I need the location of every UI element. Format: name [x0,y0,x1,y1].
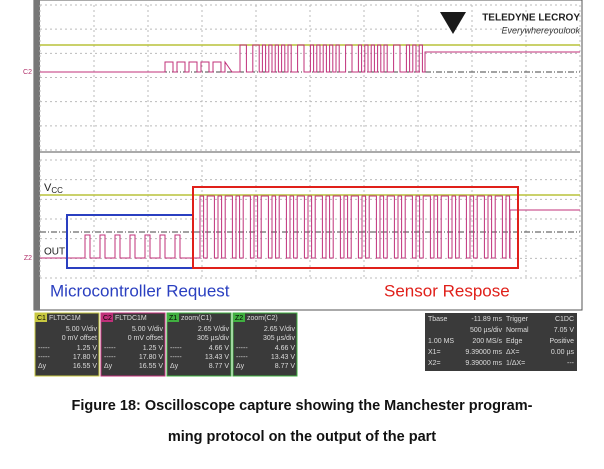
logo-brand: TELEDYNE LECROY [482,13,580,24]
caption-line: ming protocol on the output of the part [168,429,436,445]
channel-tag: Z2 [235,315,243,322]
row-value: 17.80 V [139,354,163,361]
channel-mode: FLTDC1M [115,315,147,322]
waveform [40,44,580,73]
timebase-cell: 500 µs/div [470,327,503,334]
timebase-cell: 7.05 V [554,327,575,334]
channel-tag: C2 [23,69,32,76]
channel-tag-bg [233,313,245,322]
channel-tag-bg [35,313,47,322]
channel-offset: 0 mV offset [62,335,97,342]
row-label: ----- [104,354,116,361]
row-value: 8.77 V [275,363,296,370]
row-value: 1.25 V [143,345,164,352]
logo-icon [440,12,466,34]
row-value: 13.43 V [205,354,229,361]
channel-panel [232,312,298,377]
channel-offset: 305 µs/div [197,335,230,342]
channel-panel [166,312,232,377]
timebase-cell: 0.00 µs [551,349,575,356]
row-value: 8.77 V [209,363,230,370]
row-label: ----- [236,345,248,352]
channel-scale: 2.65 V/div [264,326,296,333]
row-value: 4.66 V [209,345,230,352]
timebase-cell: --- [567,360,575,367]
scope-edge [34,0,40,310]
timebase-cell: Trigger [506,316,529,323]
response-box [192,186,519,269]
row-label: Δy [236,363,245,370]
channel-scale: 5.00 V/div [132,326,164,333]
timebase-cell: Positive [549,338,574,345]
vcc-sub: CC [51,186,63,195]
row-label: ----- [236,354,248,361]
channel-panel [100,312,166,377]
row-label: ----- [104,345,116,352]
timebase-cell: X2= [428,360,441,367]
timebase-cell: X1= [428,349,441,356]
vcc-label: VCC [44,182,63,195]
channel-offset: 0 mV offset [128,335,163,342]
row-value: 16.55 V [139,363,163,370]
channel-mode: FLTDC1M [49,315,81,322]
timebase-panel [425,313,577,371]
row-value: 1.25 V [77,345,98,352]
timebase-cell: 200 MS/s [472,338,502,345]
row-value: 17.80 V [73,354,97,361]
timebase-cell: 1/ΔX= [506,360,525,367]
row-label: Δy [38,363,47,370]
channel-mode: zoom(C2) [247,315,278,322]
timebase-cell: -11.89 ms [471,316,502,323]
row-label: ----- [38,354,50,361]
waveform [40,195,580,259]
scope-frame [33,0,583,311]
timebase-cell: C1DC [555,316,574,323]
row-label: Δy [170,363,179,370]
channel-mode: zoom(C1) [181,315,212,322]
timebase-cell: Edge [506,338,522,345]
channel-offset: 305 µs/div [263,335,296,342]
channel-tag: Z1 [169,315,177,322]
row-label: ----- [38,345,50,352]
timebase-cell: ΔX= [506,349,519,356]
request-label: Microcontroller Request [50,281,230,300]
row-label: Δy [104,363,113,370]
timebase-cell: 1.00 MS [428,338,454,345]
channel-scale: 2.65 V/div [198,326,230,333]
channel-scale: 5.00 V/div [66,326,98,333]
row-value: 4.66 V [275,345,296,352]
channel-tag: Z2 [24,255,32,262]
logo-tagline: Everywhereyoulook [501,25,580,35]
channel-tag: C1 [37,315,46,322]
timebase-cell: Tbase [428,316,448,323]
timebase-cell: 9.39000 ms [465,360,502,367]
channel-tag-bg [167,313,179,322]
timebase-cell: 9.39000 ms [465,349,502,356]
row-value: 16.55 V [73,363,97,370]
channel-tag: C2 [103,315,112,322]
row-label: ----- [170,345,182,352]
response-label: Sensor Respose [384,281,510,300]
out-label: OUT [44,247,65,258]
vcc-main: V [44,182,52,194]
row-label: ----- [170,354,182,361]
timebase-cell: Normal [506,327,529,334]
channel-tag-bg [101,313,113,322]
row-value: 13.43 V [271,354,295,361]
caption-line: Figure 18: Oscilloscope capture showing … [72,398,533,414]
channel-panel [34,312,100,377]
